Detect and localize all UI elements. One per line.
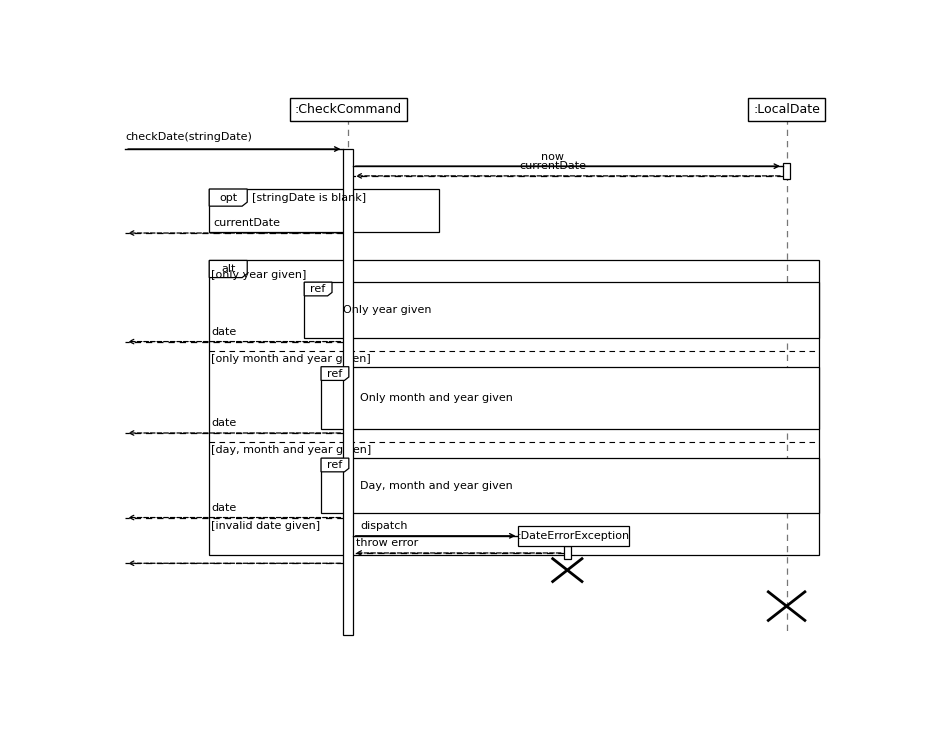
Text: dispatch: dispatch: [360, 522, 407, 531]
Text: ref: ref: [327, 460, 342, 470]
Text: ref: ref: [327, 369, 342, 378]
Bar: [564, 546, 571, 559]
Text: Only year given: Only year given: [343, 305, 432, 315]
Text: [invalid date given]: [invalid date given]: [211, 521, 321, 531]
Text: throw error: throw error: [356, 539, 419, 548]
Polygon shape: [305, 282, 332, 296]
Text: currentDate: currentDate: [213, 218, 280, 229]
Bar: [209, 260, 819, 555]
Text: :DateErrorException: :DateErrorException: [518, 531, 630, 541]
Polygon shape: [209, 260, 247, 278]
Text: opt: opt: [219, 193, 238, 203]
Bar: [343, 149, 353, 634]
Text: date: date: [211, 503, 237, 513]
Text: [only year given]: [only year given]: [211, 270, 306, 280]
Text: checkDate(stringDate): checkDate(stringDate): [125, 132, 252, 142]
Text: :CheckCommand: :CheckCommand: [294, 102, 402, 116]
Polygon shape: [321, 458, 349, 472]
Text: alt: alt: [221, 264, 236, 274]
Bar: [209, 189, 439, 232]
Text: [day, month and year given]: [day, month and year given]: [211, 445, 372, 455]
Text: :LocalDate: :LocalDate: [753, 102, 820, 116]
Polygon shape: [209, 189, 247, 206]
Text: date: date: [211, 418, 237, 428]
Text: Day, month and year given: Day, month and year given: [360, 481, 513, 490]
Text: now: now: [541, 151, 564, 162]
Bar: [305, 282, 819, 338]
Text: [only month and year given]: [only month and year given]: [211, 354, 372, 364]
Text: Only month and year given: Only month and year given: [360, 393, 513, 403]
Bar: [321, 458, 819, 513]
Polygon shape: [321, 367, 349, 381]
Text: date: date: [211, 327, 237, 337]
Bar: [783, 163, 790, 179]
Text: currentDate: currentDate: [520, 161, 587, 171]
Bar: [519, 525, 630, 546]
Text: [stringDate is blank]: [stringDate is blank]: [252, 193, 366, 203]
Bar: [321, 367, 819, 429]
Text: ref: ref: [310, 284, 325, 294]
